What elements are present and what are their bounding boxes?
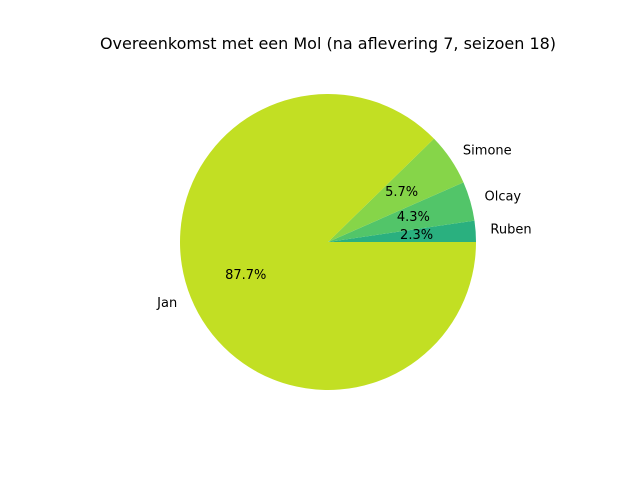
slice-percent-ruben: 2.3% — [400, 228, 433, 243]
pie-slice-ruben — [328, 220, 476, 242]
pie-slice-jan — [179, 94, 476, 390]
pie-slice-simone — [328, 138, 464, 242]
pie-labels: Ruben 2.3% Olcay 4.3% Simone 5.7% Jan 87.7% — [156, 143, 531, 310]
slice-percent-simone: 5.7% — [385, 185, 418, 200]
slice-label-jan: Jan — [156, 296, 177, 311]
pie-slices — [179, 94, 476, 390]
slice-percent-jan: 87.7% — [225, 268, 266, 283]
slice-label-simone: Simone — [463, 143, 512, 158]
slice-percent-olcay: 4.3% — [397, 210, 430, 225]
slice-label-olcay: Olcay — [484, 190, 521, 205]
pie-slice-olcay — [328, 182, 475, 242]
chart-title: Overeenkomst met een Mol (na aflevering … — [100, 34, 556, 53]
slice-label-ruben: Ruben — [490, 223, 531, 238]
